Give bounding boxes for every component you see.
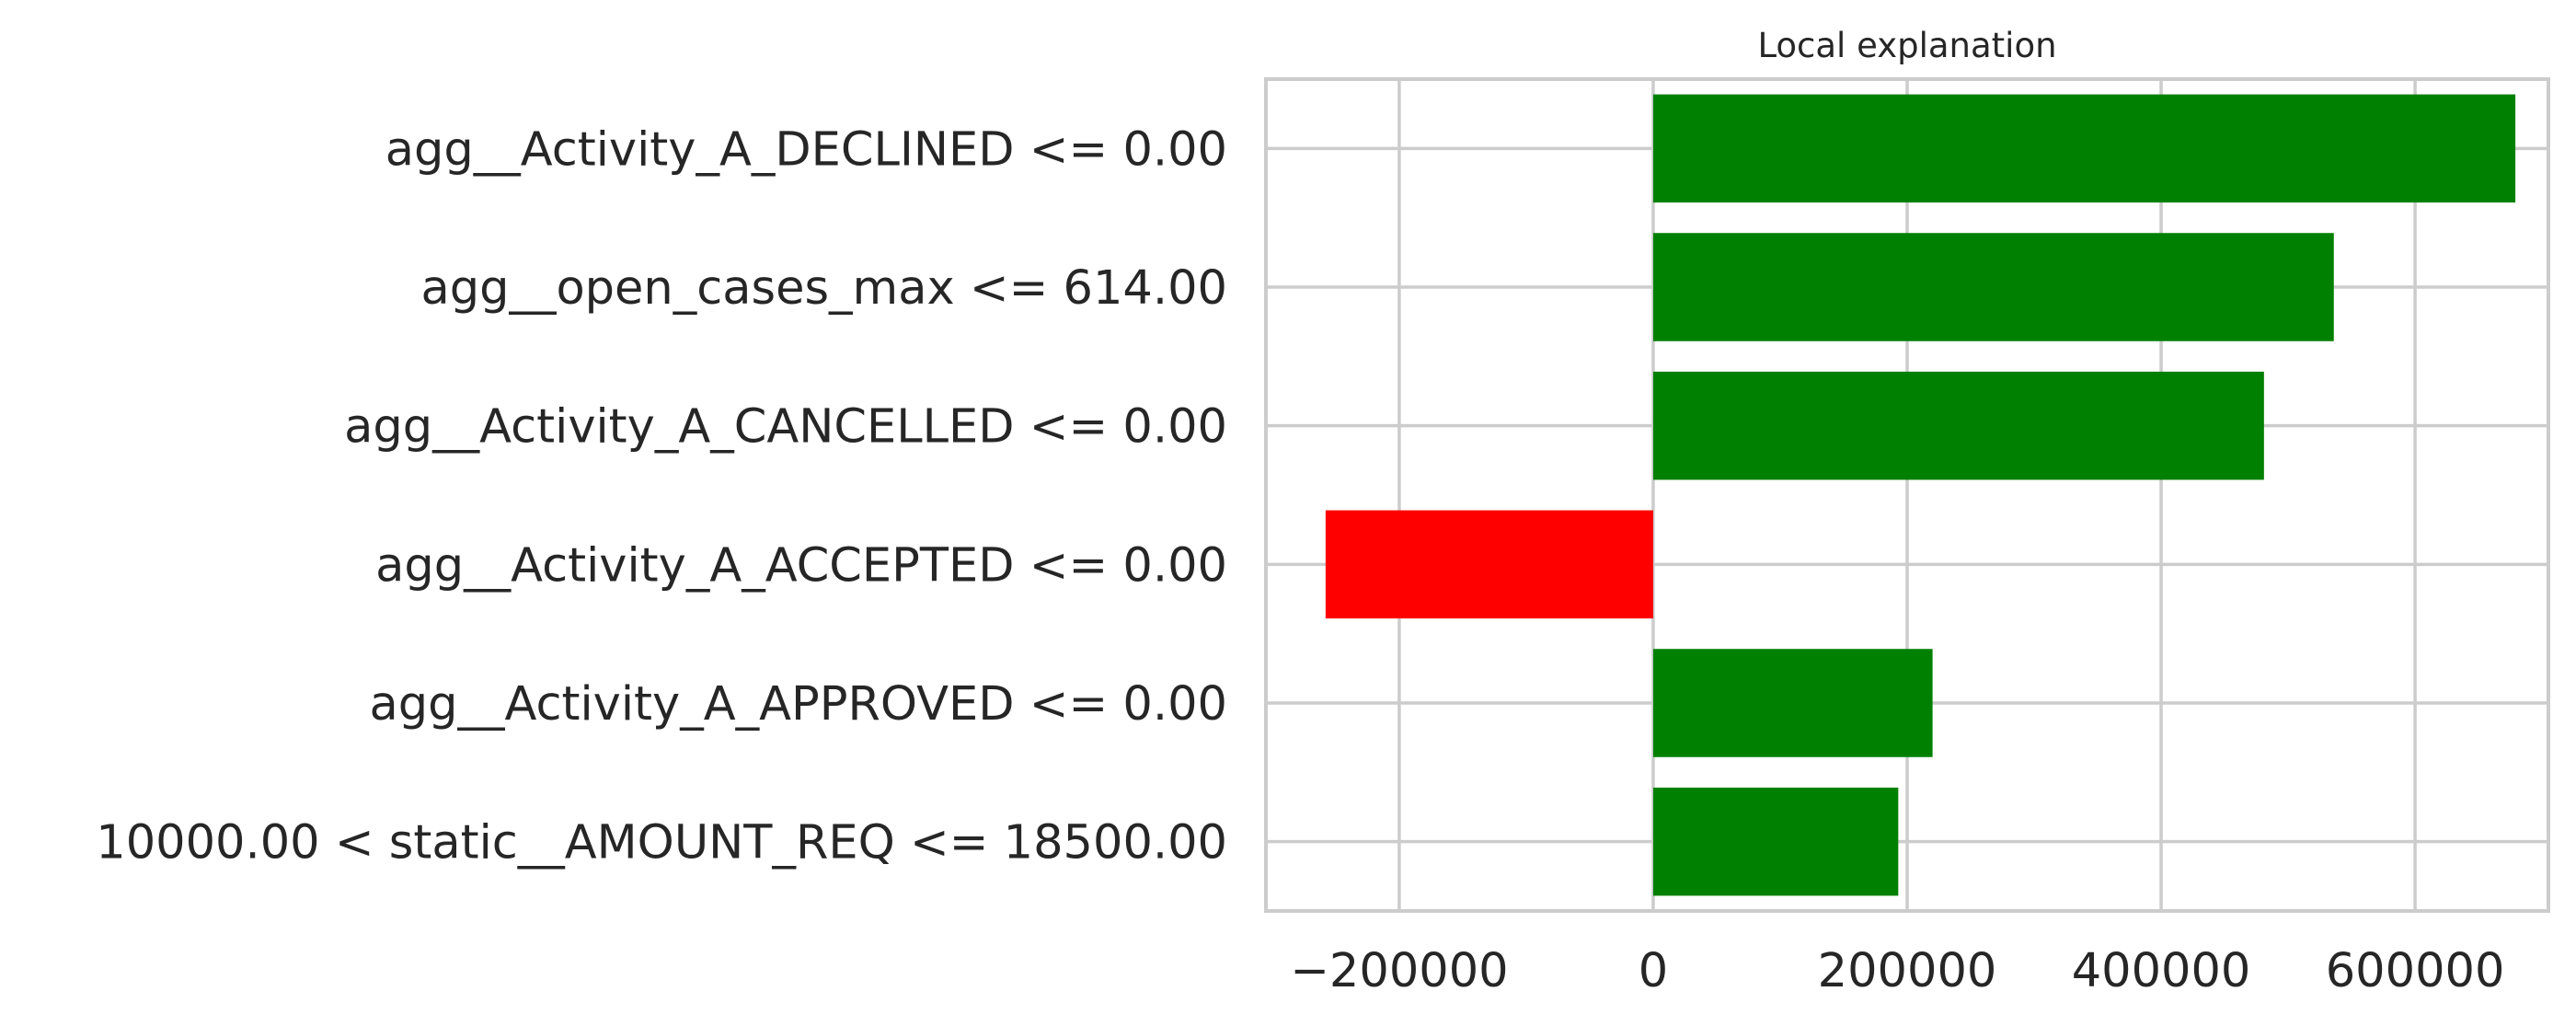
- chart-title: Local explanation: [1757, 26, 2056, 65]
- y-tick-label: agg__Activity_A_CANCELLED <= 0.00: [344, 400, 1227, 455]
- y-tick-label: agg__Activity_A_DECLINED <= 0.00: [385, 122, 1227, 177]
- grid-layer: [1266, 79, 2548, 911]
- y-tick-label: 10000.00 < static__AMOUNT_REQ <= 18500.0…: [96, 816, 1227, 870]
- x-tick-label: 200000: [1818, 944, 1997, 998]
- bar-layer: [1325, 94, 2516, 896]
- bar-1: [1652, 94, 2516, 203]
- x-tick-label: 600000: [2326, 944, 2505, 998]
- bar-3: [1652, 371, 2264, 480]
- x-tick-label: −200000: [1290, 944, 1508, 998]
- x-tick-label: 400000: [2072, 944, 2251, 998]
- y-tick-label: agg__open_cases_max <= 614.00: [420, 261, 1227, 316]
- x-tick-label: 0: [1639, 944, 1668, 998]
- bar-4: [1325, 510, 1653, 619]
- plot-frame: [1264, 77, 2550, 913]
- bar-5: [1652, 649, 1933, 757]
- x-tick-labels: −200000 0 200000 400000 600000: [1290, 944, 2504, 998]
- y-tick-labels: agg__Activity_A_DECLINED <= 0.00 agg__ope…: [96, 122, 1227, 870]
- y-tick-label: agg__Activity_A_APPROVED <= 0.00: [369, 677, 1227, 732]
- y-tick-label: agg__Activity_A_ACCEPTED <= 0.00: [375, 538, 1227, 593]
- bar-6: [1652, 787, 1899, 896]
- bar-2: [1652, 233, 2334, 341]
